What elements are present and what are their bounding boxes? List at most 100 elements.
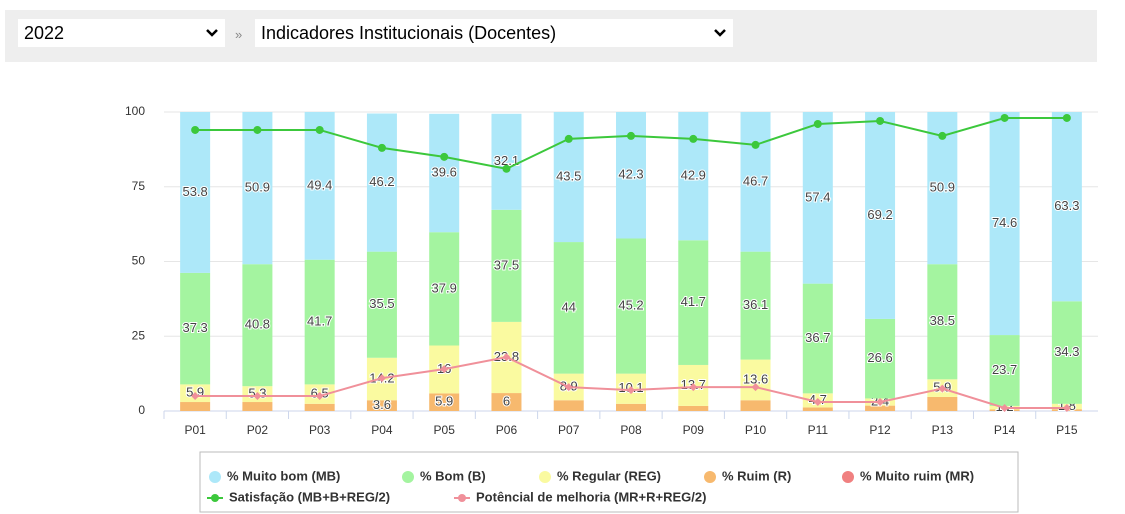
bar-segment bbox=[429, 113, 460, 233]
x-tick-label: P08 bbox=[620, 423, 642, 437]
bar-segment bbox=[491, 393, 522, 411]
bar-segment bbox=[740, 400, 771, 411]
data-label: 14.2 bbox=[369, 370, 394, 385]
data-label: 13.7 bbox=[681, 377, 706, 392]
bar-segment bbox=[242, 264, 273, 387]
data-label: 6.5 bbox=[311, 386, 329, 401]
data-label: 41.7 bbox=[307, 313, 332, 328]
line-marker bbox=[627, 386, 635, 395]
data-label: 46.2 bbox=[369, 174, 394, 189]
bar-segment bbox=[927, 112, 958, 265]
chevron bbox=[206, 29, 218, 37]
data-label: 45.2 bbox=[618, 297, 643, 312]
bar-segment bbox=[491, 113, 522, 210]
legend-swatch bbox=[209, 471, 221, 483]
legend-label: % Bom (B) bbox=[420, 468, 486, 483]
legend-label: % Muito bom (MB) bbox=[227, 468, 340, 483]
line-marker bbox=[440, 152, 449, 161]
bar-segment bbox=[366, 113, 397, 252]
line-marker bbox=[627, 131, 635, 140]
bar-segment bbox=[553, 400, 584, 411]
line-marker bbox=[689, 134, 698, 143]
bar-segment bbox=[865, 398, 896, 406]
bar-segment bbox=[989, 409, 1020, 411]
data-label: 5.9 bbox=[186, 385, 204, 400]
y-tick-label: 100 bbox=[125, 104, 145, 118]
bar-segment bbox=[989, 112, 1020, 336]
bar-segment bbox=[1051, 409, 1082, 411]
x-tick-label: P09 bbox=[683, 423, 705, 437]
data-label: 74.6 bbox=[992, 215, 1017, 230]
bar-segment bbox=[740, 251, 771, 360]
data-label: 42.9 bbox=[681, 168, 706, 183]
bar-segment bbox=[304, 384, 335, 404]
year-select[interactable]: 2022 bbox=[18, 19, 225, 47]
data-label: 1.2 bbox=[996, 399, 1014, 414]
line bbox=[195, 116, 1067, 170]
bar-segment bbox=[242, 112, 273, 265]
legend-swatch bbox=[539, 471, 551, 483]
legend-swatch bbox=[458, 494, 466, 502]
legend-swatch bbox=[211, 494, 219, 502]
data-label: 3.6 bbox=[373, 397, 391, 412]
x-tick-label: P15 bbox=[1056, 423, 1078, 437]
line-marker bbox=[813, 119, 822, 128]
bar-segment bbox=[927, 396, 958, 411]
data-label: 35.5 bbox=[369, 296, 394, 311]
legend-box bbox=[199, 451, 1019, 513]
bar-segment bbox=[180, 384, 211, 403]
line-marker bbox=[253, 125, 262, 134]
bar-segment bbox=[802, 393, 833, 408]
bar-segment bbox=[927, 264, 958, 380]
data-label: 37.3 bbox=[182, 320, 207, 335]
data-label: 44 bbox=[561, 299, 575, 314]
bar-segment bbox=[304, 259, 335, 385]
legend-swatch bbox=[402, 471, 414, 483]
bar-segment bbox=[616, 403, 646, 411]
line-marker bbox=[938, 131, 947, 140]
data-label: 39.6 bbox=[432, 164, 457, 179]
line-marker bbox=[876, 116, 885, 125]
indicator-select[interactable]: Indicadores Institucionais (Docentes) bbox=[255, 19, 733, 47]
bar-segment bbox=[678, 112, 709, 241]
line-marker bbox=[751, 383, 760, 392]
line-marker bbox=[1000, 113, 1009, 122]
bar-segment bbox=[865, 112, 896, 319]
bar-segment bbox=[616, 112, 646, 239]
data-label: 36.7 bbox=[805, 330, 830, 345]
legend-label: % Regular (REG) bbox=[557, 468, 661, 483]
bar-segment bbox=[865, 318, 896, 399]
indicator-text: Indicadores Institucionais (Docentes) bbox=[261, 23, 557, 43]
bar-segment bbox=[491, 209, 522, 322]
data-label: 37.5 bbox=[494, 257, 519, 272]
line-marker bbox=[502, 353, 511, 362]
y-tick-label: 0 bbox=[138, 403, 145, 417]
line-marker bbox=[1062, 113, 1071, 122]
x-tick-label: P14 bbox=[994, 423, 1016, 437]
line-marker bbox=[1062, 404, 1071, 413]
x-tick-label: P04 bbox=[371, 423, 393, 437]
line-marker bbox=[377, 374, 386, 383]
data-label: 5.9 bbox=[435, 394, 453, 409]
bar-segment bbox=[304, 403, 335, 411]
data-label: 16 bbox=[437, 361, 451, 376]
toolbar: 2022 » Indicadores Institucionais (Docen… bbox=[5, 10, 1097, 62]
data-label: 6 bbox=[503, 393, 510, 408]
line-marker bbox=[315, 125, 324, 134]
bar-segment bbox=[1051, 112, 1082, 302]
bar-segment bbox=[366, 400, 397, 411]
line-marker bbox=[689, 383, 698, 392]
bar-segment bbox=[1051, 301, 1082, 404]
x-tick-label: P10 bbox=[745, 423, 767, 437]
bar-segment bbox=[802, 112, 833, 284]
bar-segment bbox=[802, 407, 833, 411]
line-marker bbox=[191, 392, 200, 401]
data-label: 23.7 bbox=[992, 362, 1017, 377]
legend-swatch bbox=[842, 471, 854, 483]
data-label: 1.8 bbox=[1058, 398, 1076, 413]
bar-segment bbox=[242, 402, 273, 411]
data-label: 32.1 bbox=[494, 153, 519, 168]
bar-segment bbox=[366, 251, 397, 358]
line-marker bbox=[876, 398, 885, 407]
